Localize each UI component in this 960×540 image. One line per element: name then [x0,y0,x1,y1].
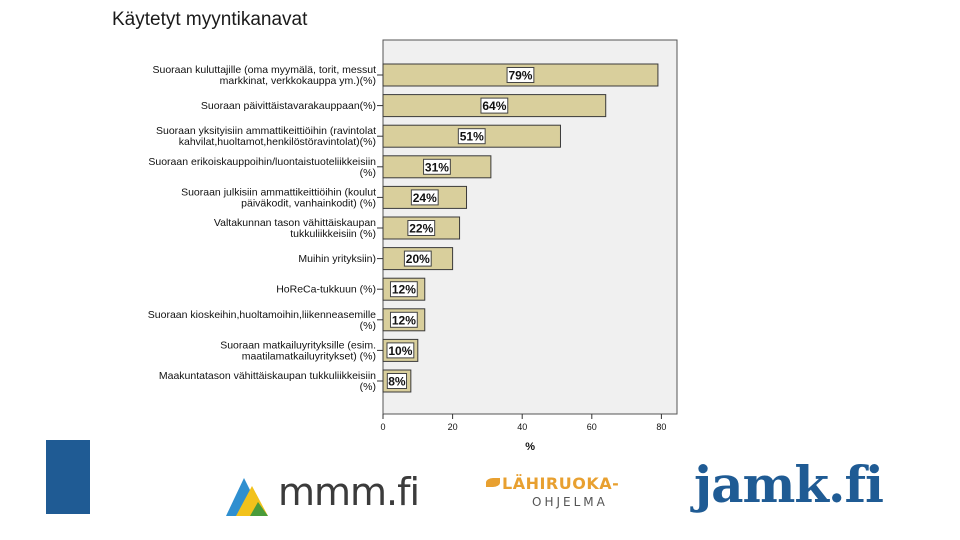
data-label: 8% [388,375,406,389]
category-label: (%) [360,381,376,393]
category-label: päiväkodit, vanhainkodit) (%) [241,197,376,209]
data-label-box [410,189,439,206]
slide-title: Käytetyt myyntikanavat [112,9,308,30]
data-label-box [386,373,408,389]
data-label: 12% [392,313,416,327]
category-label: kahvilat,huoltamot,henkilöstöravintolat)… [179,136,376,148]
lahiruoka-logo-bottom: OHJELMA [532,495,608,509]
data-label: 51% [460,130,484,144]
category-label: markkinat, verkkokauppa ym.)(%) [220,75,376,87]
data-label: 10% [388,344,412,358]
category-label: Valtakunnan tason vähittäiskaupan [214,217,376,229]
data-label: 20% [406,252,430,266]
data-label: 24% [413,191,437,205]
category-label: Suoraan päivittäistavarakauppaan(%) [201,100,376,112]
jamk-logo-text: jamk.fi [694,455,884,514]
x-tick-label: 60 [587,422,597,432]
x-tick-label: 0 [380,422,385,432]
mmm-logo: mmm.fi [222,466,420,518]
category-label: tukkuliikkeisiin (%) [290,228,376,240]
mmm-logo-text: mmm.fi [278,470,420,514]
category-label: Suoraan kuluttajille (oma myymälä, torit… [153,64,377,76]
category-label: Suoraan erikoiskauppoihin/luontaistuotel… [148,156,376,168]
data-label: 31% [425,160,449,174]
data-label-box [389,281,418,298]
lahiruoka-leaf-icon [486,478,500,487]
x-axis: 0 20 40 60 80 [380,414,666,432]
category-label: Suoraan matkailuyrityksille (esim. [220,339,376,351]
data-label: 12% [392,283,416,297]
x-tick-label: 80 [656,422,666,432]
category-label: Suoraan yksityisiin ammattikeittiöihin (… [156,125,376,137]
category-label: maatilamatkailuyritykset) (%) [242,350,376,362]
category-label: HoReCa-tukkuun (%) [276,284,376,296]
category-label: (%) [360,167,376,179]
data-label-box [407,220,436,236]
bars-layer: 79% 64% 51% 31% 24% 22% 20% 12% 12% 10% 8% [382,63,659,393]
lahiruoka-logo-top: LÄHIRUOKA- [502,474,620,493]
data-label-box [506,67,535,83]
data-label-box [389,311,418,328]
category-label: Suoraan julkisiin ammattikeittiöihin (ko… [181,186,376,198]
category-label: Muihin yrityksiin) [298,253,376,265]
data-label: 22% [409,222,433,236]
x-tick-label: 40 [517,422,527,432]
mmm-mountain-icon [226,478,268,516]
data-label: 64% [482,99,506,113]
category-label: Maakuntatason vähittäiskaupan tukkuliikk… [159,370,376,382]
category-labels: Suoraan kuluttajille (oma myymälä, torit… [148,64,383,393]
category-label: (%) [360,320,376,332]
jamk-logo: jamk.fi [694,455,924,519]
lahiruoka-logo: LÄHIRUOKA- OHJELMA [486,474,620,514]
data-label: 79% [508,69,532,83]
data-label-box [403,250,432,267]
x-axis-title: % [525,441,535,453]
data-label-box [480,97,509,114]
accent-block [46,440,90,514]
category-label: Suoraan kioskeihin,huoltamoihin,liikenne… [148,309,376,321]
data-label-box [386,342,415,359]
data-label-box [423,158,451,175]
data-label-box [457,128,486,145]
x-tick-label: 20 [448,422,458,432]
